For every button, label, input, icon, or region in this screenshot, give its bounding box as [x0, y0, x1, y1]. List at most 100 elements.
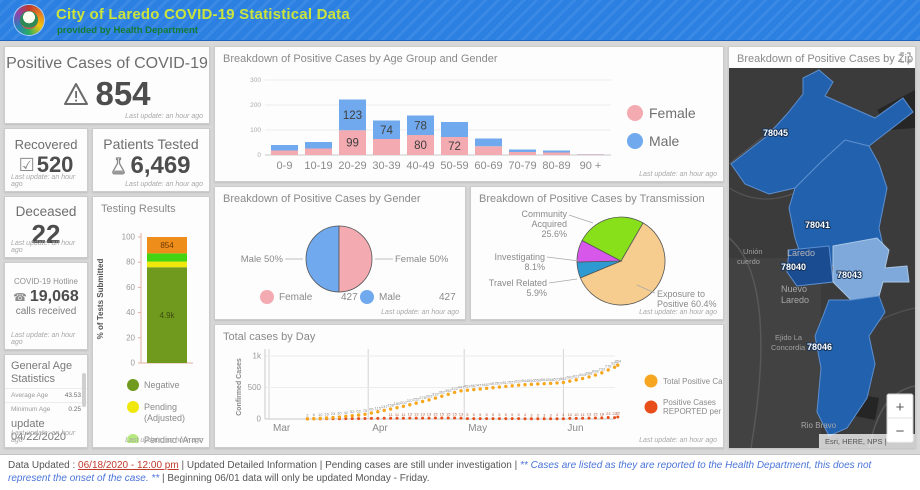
svg-text:447: 447: [458, 384, 465, 389]
place-label: Laredo: [781, 295, 809, 305]
zip-label-78046: 78046: [807, 342, 832, 352]
svg-text:422: 422: [451, 386, 458, 391]
footer-suffix: | Beginning 06/01 data will only be upda…: [159, 473, 430, 484]
age-gender-chart-panel: Breakdown of Positive Cases by Age Group…: [214, 46, 724, 182]
svg-text:30-39: 30-39: [372, 160, 400, 172]
zip-region-78043[interactable]: [832, 237, 910, 301]
svg-text:527: 527: [509, 379, 516, 384]
travel-label: Travel Related: [489, 278, 547, 288]
svg-text:332: 332: [432, 392, 439, 397]
place-label: Unión: [743, 247, 763, 256]
svg-text:5: 5: [466, 412, 469, 417]
svg-text:13: 13: [414, 412, 419, 417]
gender-pie-chart: Male 50% Female 50% Female 427 Male 427: [241, 225, 456, 304]
svg-text:0: 0: [257, 152, 261, 159]
zip-region-78041[interactable]: [788, 139, 888, 269]
age-stat-value: 43.53: [64, 392, 81, 399]
hotline-value: 19,068: [29, 288, 79, 305]
svg-text:18: 18: [600, 411, 605, 416]
svg-text:11: 11: [401, 412, 406, 417]
expand-icon[interactable]: [900, 52, 911, 63]
svg-text:0: 0: [257, 415, 262, 424]
last-update-label: Last update: an hour ago: [125, 113, 203, 120]
svg-text:5: 5: [479, 412, 482, 417]
svg-text:5: 5: [498, 412, 501, 417]
svg-text:5: 5: [485, 412, 488, 417]
svg-text:537: 537: [515, 379, 522, 384]
svg-text:23: 23: [606, 411, 611, 416]
svg-text:11: 11: [389, 412, 394, 417]
svg-text:457: 457: [464, 384, 471, 389]
data-updated-date-link[interactable]: 06/18/2020 - 12:00 pm: [78, 460, 179, 471]
svg-text:95: 95: [369, 407, 374, 412]
zip-region-78045[interactable]: [730, 69, 914, 195]
place-label: Nuevo: [781, 284, 807, 294]
svg-text:477: 477: [477, 382, 484, 387]
svg-text:80-89: 80-89: [542, 160, 570, 172]
svg-text:99: 99: [346, 138, 359, 150]
svg-text:573: 573: [554, 376, 561, 381]
svg-text:778: 778: [605, 363, 612, 368]
svg-text:13: 13: [420, 412, 425, 417]
svg-text:13: 13: [459, 412, 464, 417]
svg-text:467: 467: [470, 383, 477, 388]
hotline-title: COVID-19 Hotline: [13, 277, 79, 286]
community-pct: 25.6%: [541, 229, 567, 239]
last-update-label: Last update: an hour ago: [11, 174, 76, 188]
age-statistics-panel: General Age Statistics Average Age 43.53…: [4, 354, 88, 448]
svg-text:REPORTED per Day: REPORTED per Day: [663, 407, 723, 416]
svg-text:500: 500: [248, 383, 262, 392]
zoom-out-button[interactable]: −: [896, 423, 905, 440]
last-update-label: Last update: an hour ago: [11, 240, 76, 254]
daily-cases-panel: Total cases by Day Confirmed Cases Mar Apr…: [214, 324, 724, 448]
zip-region-78046[interactable]: [814, 295, 886, 437]
svg-text:15: 15: [452, 412, 457, 417]
svg-text:180: 180: [394, 401, 401, 406]
age-stat-row: Minimum Age 0.25: [5, 402, 87, 416]
svg-text:643: 643: [579, 372, 586, 377]
svg-text:72: 72: [448, 141, 461, 153]
zoom-in-button[interactable]: +: [896, 399, 905, 416]
exposure-label: Exposure to: [657, 289, 705, 299]
svg-text:0: 0: [131, 359, 136, 368]
transmission-pie-chart: Community Acquired 25.6% Investigating 8…: [489, 209, 717, 309]
hotline-caption: calls received: [15, 306, 77, 317]
male-legend-label: Male: [379, 292, 401, 303]
scrollbar[interactable]: [82, 373, 86, 407]
svg-text:158: 158: [387, 403, 394, 408]
svg-text:4: 4: [562, 412, 565, 417]
svg-text:16: 16: [324, 411, 329, 416]
svg-text:Total Positive Cases: Total Positive Cases: [663, 377, 723, 386]
travel-pct: 5.9%: [526, 288, 547, 298]
svg-text:60: 60: [126, 283, 135, 292]
male-legend-dot: [627, 133, 643, 149]
map-zoom-control: + −: [886, 393, 914, 443]
age-gender-chart-title: Breakdown of Positive Cases by Age Group…: [223, 53, 498, 65]
zip-region-78040[interactable]: [786, 245, 834, 287]
patients-tested-title: Patients Tested: [103, 136, 199, 152]
svg-text:581: 581: [560, 376, 567, 381]
svg-text:11: 11: [581, 412, 586, 417]
svg-text:May: May: [468, 423, 487, 434]
svg-text:252: 252: [413, 397, 420, 402]
exposure-pct: Positive 60.4%: [657, 299, 717, 309]
svg-text:Negative: Negative: [144, 380, 180, 390]
svg-text:74: 74: [380, 125, 393, 137]
attribution-bar: [819, 434, 915, 448]
svg-text:75: 75: [363, 408, 368, 413]
community-label2: Acquired: [531, 219, 567, 229]
svg-text:5: 5: [492, 412, 495, 417]
app-subtitle: provided by Health Department: [57, 25, 198, 36]
svg-text:561: 561: [541, 377, 548, 382]
zipcode-map[interactable]: Unión cuerdo Laredo Nuevo Laredo Ejido L…: [729, 68, 915, 448]
map-attribution: Esri, HERE, NPS |: [825, 437, 887, 446]
zip-label-78040: 78040: [781, 262, 806, 272]
svg-text:15: 15: [433, 412, 438, 417]
svg-text:42: 42: [344, 410, 349, 415]
svg-text:487: 487: [483, 382, 490, 387]
svg-text:5: 5: [511, 412, 514, 417]
svg-text:Male: Male: [649, 133, 680, 149]
female-legend-label: Female: [279, 292, 313, 303]
svg-text:822: 822: [611, 361, 618, 366]
age-gender-bar-chart: 0 100 200 300 0-9 10-19 99 123 20-29 74 30-39 80 78 4…: [250, 77, 696, 172]
